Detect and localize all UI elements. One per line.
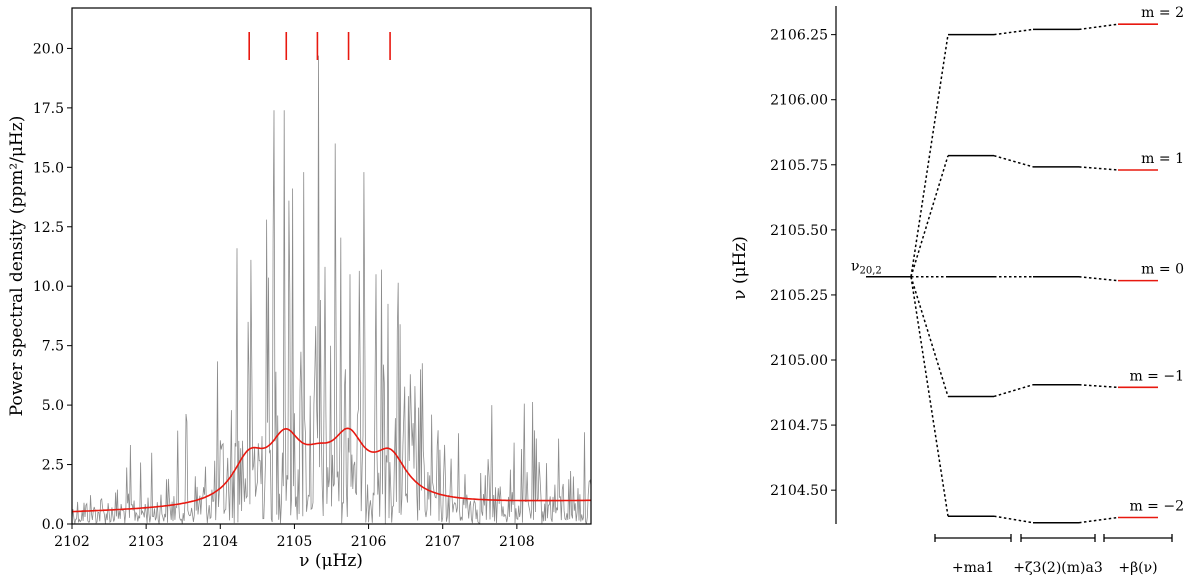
fit-series [72,427,591,513]
transition-line [910,155,949,277]
x-tick-label: 2107 [425,534,461,550]
x-tick-label: 2102 [54,534,90,550]
transition-line [993,515,1034,524]
mode-markers [248,32,391,60]
y-tick-label: 7.5 [42,339,64,355]
transition-line [1078,275,1119,282]
spectrum-y-label: Power spectral density (ppm²/μHz) [7,116,27,417]
x-tick-label: 2106 [351,534,387,550]
diagram-y-tick-label: 2105.75 [770,158,828,174]
y-tick-label: 17.5 [33,101,64,117]
transition-line [910,276,949,517]
stage-label: +ma1 [952,560,994,576]
y-tick-label: 15.0 [33,160,64,176]
spectrum-series [72,55,591,524]
transition-line [910,34,949,277]
x-tick-label: 2104 [202,534,238,550]
stage-label: +ζ3(2)(m)a3 [1013,560,1103,576]
level-diagram-panel: 2104.50 2104.75 2105.00 2105.25 2105.50 2105.… [730,5,1184,576]
transition-line [993,28,1034,36]
y-tick-label: 5.0 [42,398,64,414]
transition-line [1078,516,1119,524]
diagram-y-tick-label: 2106.00 [770,93,828,109]
diagram-stage-brackets: +ma1 +ζ3(2)(m)a3 +β(ν) [934,534,1173,576]
central-level-label: ν20,2 [851,259,882,277]
diagram-levels: ν20,2 m = 2 m = 1 m = 0 m = −1 m = −2 [851,5,1184,524]
diagram-y-tick-label: 2105.00 [770,353,828,369]
spectrum-x-label: ν (μHz) [299,551,363,571]
diagram-y-tick-label: 2104.50 [770,483,828,499]
transition-line [1078,23,1119,31]
m-label: m = 1 [1141,151,1184,167]
x-tick-label: 2108 [499,534,535,550]
x-tick-label: 2105 [277,534,313,550]
y-tick-label: 10.0 [33,279,64,295]
spectrum-panel: 2102 2103 2104 2105 2106 2107 2108 0.0 2.5 5.0 7.… [7,7,592,571]
spectrum-x-ticks: 2102 2103 2104 2105 2106 2107 2108 [54,524,535,550]
spectrum-y-ticks: 0.0 2.5 5.0 7.5 10.0 12.5 15.0 17.5 20.0 [33,41,72,533]
diagram-y-tick-label: 2106.25 [770,28,828,44]
transition-line [910,276,949,397]
x-tick-label: 2103 [128,534,164,550]
m-label: m = 0 [1141,262,1184,278]
transition-line [993,154,1034,168]
y-tick-label: 20.0 [33,41,64,57]
transition-line [993,384,1034,398]
spectrum-axes-frame [71,7,592,525]
diagram-y-tick-label: 2105.25 [770,288,828,304]
y-tick-label: 0.0 [42,517,64,533]
m-label: m = −1 [1129,368,1184,384]
diagram-y-label: ν (μHz) [730,236,750,300]
stage-label: +β(ν) [1118,560,1157,576]
transition-line [1078,166,1119,171]
diagram-y-ticks: 2104.50 2104.75 2105.00 2105.25 2105.50 2105.… [770,28,836,499]
y-tick-label: 12.5 [33,220,64,236]
transition-line [1078,383,1119,389]
m-label: m = −2 [1129,498,1184,514]
spectrum-plot-area [72,55,591,524]
diagram-y-tick-label: 2105.50 [770,223,828,239]
m-label: m = 2 [1141,5,1184,21]
y-tick-label: 2.5 [42,458,64,474]
diagram-y-tick-label: 2104.75 [770,418,828,434]
